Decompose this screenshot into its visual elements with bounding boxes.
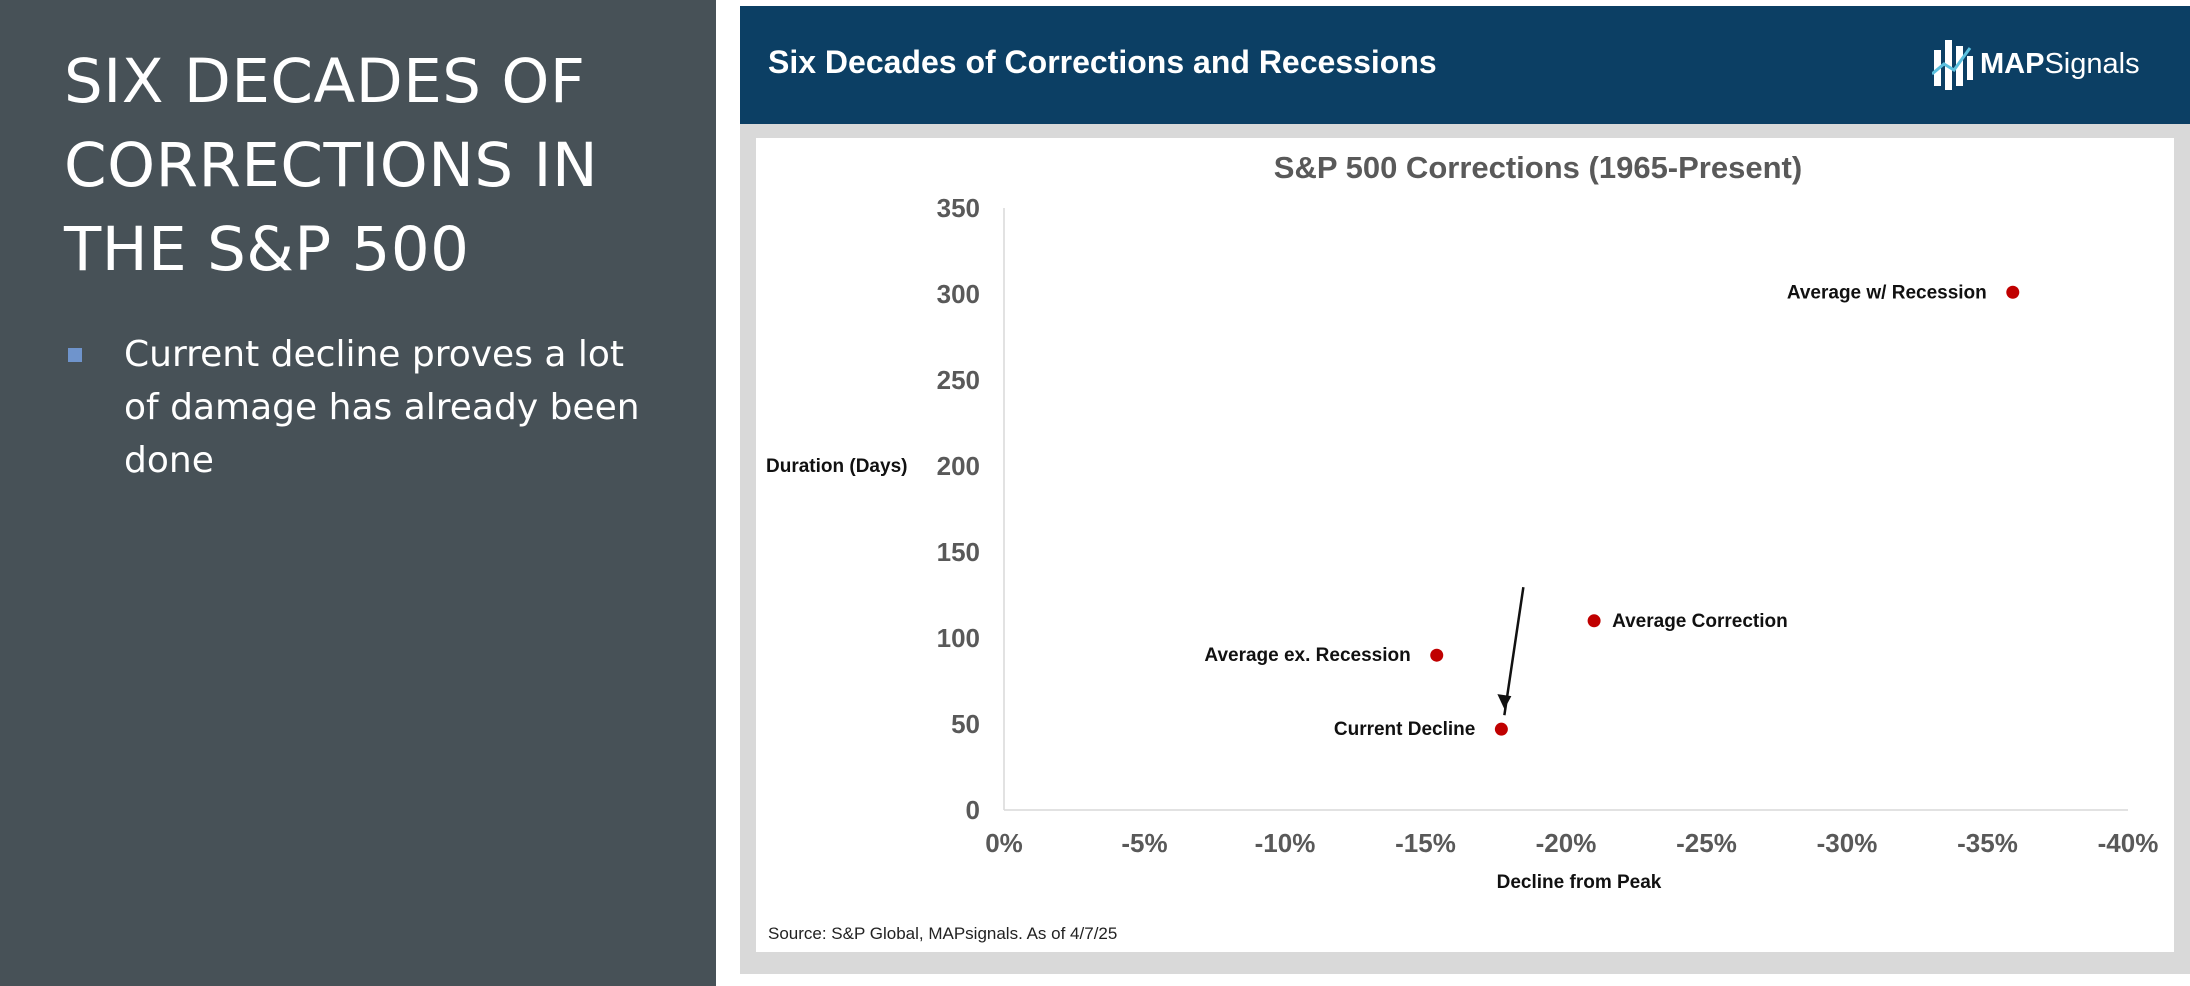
x-tick-label: -40% <box>2098 828 2159 858</box>
data-point <box>1587 614 1601 628</box>
y-axis-ticks: 0 50 100 150 200 250 300 350 <box>937 193 980 825</box>
y-tick-label: 0 <box>966 795 980 825</box>
y-tick-label: 350 <box>937 193 980 223</box>
x-tick-label: -10% <box>1255 828 1316 858</box>
logo-bars-icon <box>1931 40 1973 90</box>
x-tick-label: -20% <box>1536 828 1597 858</box>
x-axis-label: Decline from Peak <box>1497 872 1662 893</box>
data-point-label: Average ex. Recession <box>1204 645 1410 666</box>
data-points: Average w/ Recession Average Correction Av… <box>1204 282 2020 740</box>
y-tick-label: 100 <box>937 623 980 653</box>
y-tick-label: 300 <box>937 279 980 309</box>
x-tick-label: -25% <box>1676 828 1737 858</box>
data-point <box>1494 722 1508 736</box>
logo-text: MAPSignals <box>1980 48 2140 81</box>
chart-area: S&P 500 Corrections (1965-Present) 0 50 10… <box>756 138 2174 952</box>
x-tick-label: -5% <box>1121 828 1167 858</box>
left-panel: SIX DECADES OF CORRECTIONS IN THE S&P 50… <box>0 0 716 986</box>
bullet-text: Current decline proves a lot of damage h… <box>124 334 640 481</box>
data-point-label: Average w/ Recession <box>1787 282 1987 303</box>
chart-title: S&P 500 Corrections (1965-Present) <box>1274 150 1802 185</box>
chart-header: Six Decades of Corrections and Recession… <box>740 6 2190 124</box>
data-point-label: Current Decline <box>1334 719 1475 740</box>
data-point-label: Average Correction <box>1612 611 1788 632</box>
x-tick-label: -35% <box>1957 828 2018 858</box>
annotation-arrow-head <box>1497 694 1512 710</box>
mapsignals-logo: MAPSignals <box>1931 34 2142 98</box>
bullet-marker <box>68 348 82 362</box>
x-tick-label: -15% <box>1395 828 1456 858</box>
x-tick-label: 0% <box>985 828 1023 858</box>
y-tick-label: 150 <box>937 537 980 567</box>
x-tick-label: -30% <box>1817 828 1878 858</box>
logo-text-rest: Signals <box>2044 48 2140 80</box>
slide-title: SIX DECADES OF CORRECTIONS IN THE S&P 50… <box>64 46 599 285</box>
y-tick-label: 250 <box>937 365 980 395</box>
y-axis-label: Duration (Days) <box>766 456 907 477</box>
y-tick-label: 50 <box>951 709 980 739</box>
logo-text-bold: MAP <box>1980 48 2045 80</box>
x-axis-ticks: 0% -5% -10% -15% -20% -25% -30% -35% -40% <box>985 828 2158 858</box>
data-point <box>1430 648 1444 662</box>
annotation-arrow-line <box>1503 586 1525 716</box>
data-point <box>2006 285 2020 299</box>
y-tick-label: 200 <box>937 451 980 481</box>
scatter-chart: S&P 500 Corrections (1965-Present) 0 50 10… <box>766 150 2158 893</box>
source-note: Source: S&P Global, MAPsignals. As of 4/… <box>768 924 1118 943</box>
header-title: Six Decades of Corrections and Recession… <box>768 44 1437 80</box>
